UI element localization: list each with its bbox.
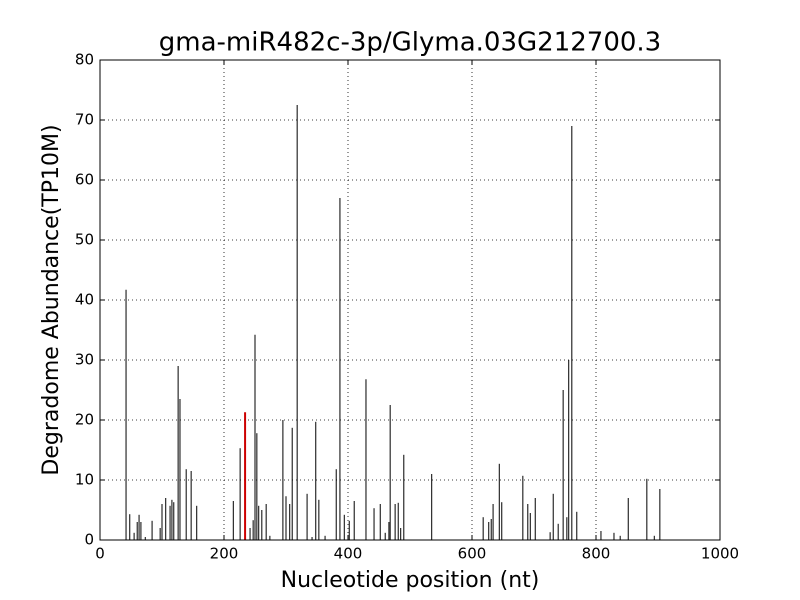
x-tick-label: 1000 bbox=[701, 545, 739, 563]
y-tick-label: 20 bbox=[75, 411, 94, 429]
y-tick-label: 0 bbox=[84, 531, 94, 549]
x-tick-label: 800 bbox=[582, 545, 611, 563]
x-tick-label: 400 bbox=[334, 545, 363, 563]
axes-frame bbox=[99, 59, 721, 541]
y-tick-label: 70 bbox=[75, 111, 94, 129]
x-axis-label: Nucleotide position (nt) bbox=[281, 568, 540, 593]
y-tick-label: 50 bbox=[75, 231, 94, 249]
y-tick-label: 30 bbox=[75, 351, 94, 369]
chart-title: gma-miR482c-3p/Glyma.03G212700.3 bbox=[159, 28, 661, 58]
x-tick-label: 0 bbox=[95, 545, 105, 563]
y-tick-label: 80 bbox=[75, 51, 94, 69]
x-tick-label: 600 bbox=[458, 545, 487, 563]
x-tick-label: 200 bbox=[210, 545, 239, 563]
y-tick-label: 10 bbox=[75, 471, 94, 489]
y-tick-label: 40 bbox=[75, 291, 94, 309]
y-tick-label: 60 bbox=[75, 171, 94, 189]
y-axis-label: Degradome Abundance(TP10M) bbox=[39, 124, 64, 475]
